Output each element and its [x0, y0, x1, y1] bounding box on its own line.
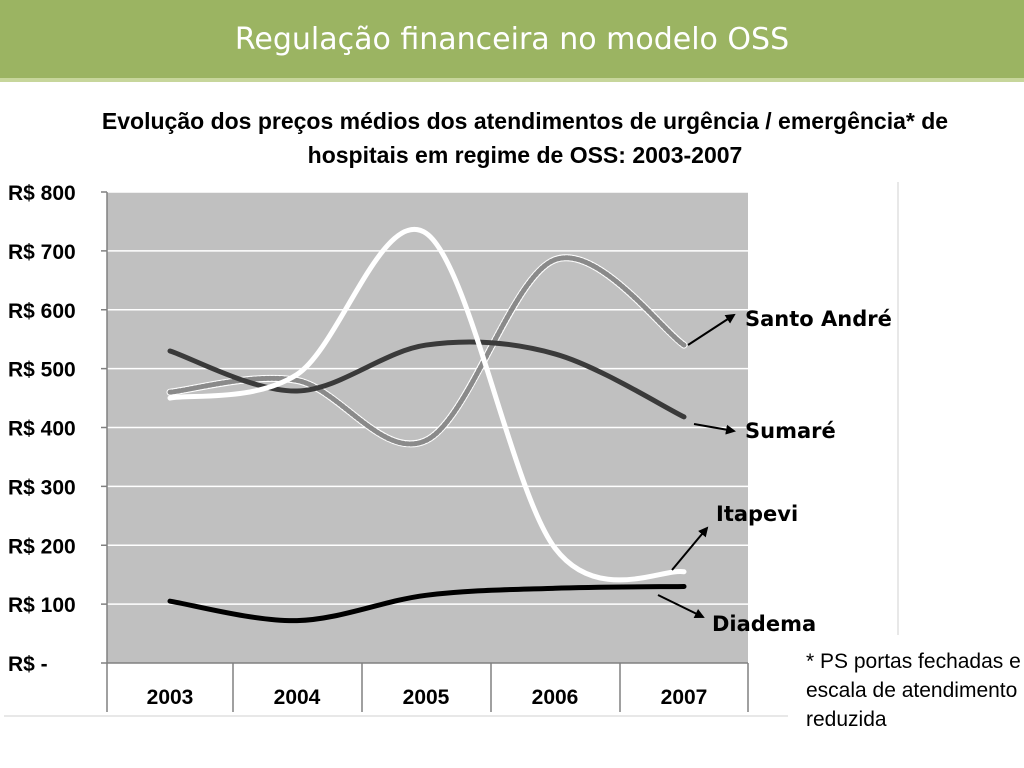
arrow-diadema [657, 594, 705, 618]
x-axis-ticks: 2003 2004 2005 2006 2007 [147, 686, 708, 709]
x-tick-label: 2004 [274, 686, 321, 709]
series-labels: Santo André Sumaré Itapevi Diadema [712, 307, 892, 636]
series-diadema [167, 583, 687, 624]
y-tick-label: R$ 500 [8, 359, 76, 382]
y-tick-label: R$ 100 [8, 594, 76, 617]
y-axis-ticks: R$ 800 R$ 700 R$ 600 R$ 500 R$ 400 R$ 300 R$ 2… [8, 182, 76, 676]
label-itapevi: Itapevi [716, 502, 798, 526]
x-tick-label: 2007 [661, 686, 708, 709]
x-tick-label: 2003 [147, 686, 194, 709]
series-sumare-line [167, 339, 687, 420]
arrow-sumare [693, 423, 736, 435]
slide-title: Regulação financeira no modelo OSS [234, 22, 790, 57]
series-arrows [657, 313, 736, 618]
chart-title: Evolução dos preços médios dos atendimen… [101, 108, 949, 168]
series-lines [166, 227, 688, 624]
label-diadema: Diadema [712, 612, 816, 636]
axes [101, 191, 749, 712]
header-bar [0, 0, 1024, 82]
y-tick-label: R$ 300 [8, 476, 76, 499]
y-tick-label: R$ 400 [8, 418, 76, 441]
arrow-santo-andre [687, 313, 736, 346]
y-tick-label: R$ 800 [8, 182, 76, 205]
y-tick-label: R$ - [8, 653, 48, 676]
label-sumare: Sumaré [745, 419, 836, 443]
y-tick-label: R$ 200 [8, 535, 76, 558]
series-santo-andre [166, 254, 688, 448]
series-itapevi [167, 227, 687, 583]
series-santo-andre-line [167, 255, 687, 447]
y-tick-label: R$ 700 [8, 241, 76, 264]
x-tick-label: 2006 [532, 686, 579, 709]
arrow-itapevi [671, 526, 709, 571]
series-diadema-line [167, 583, 687, 624]
series-sumare [167, 339, 687, 420]
footnote: * PS portas fechadas e escala de atendim… [806, 650, 1021, 731]
x-tick-label: 2005 [403, 686, 450, 709]
y-tick-label: R$ 600 [8, 300, 76, 323]
series-itapevi-line [167, 227, 687, 583]
label-santo-andre: Santo André [745, 307, 892, 331]
